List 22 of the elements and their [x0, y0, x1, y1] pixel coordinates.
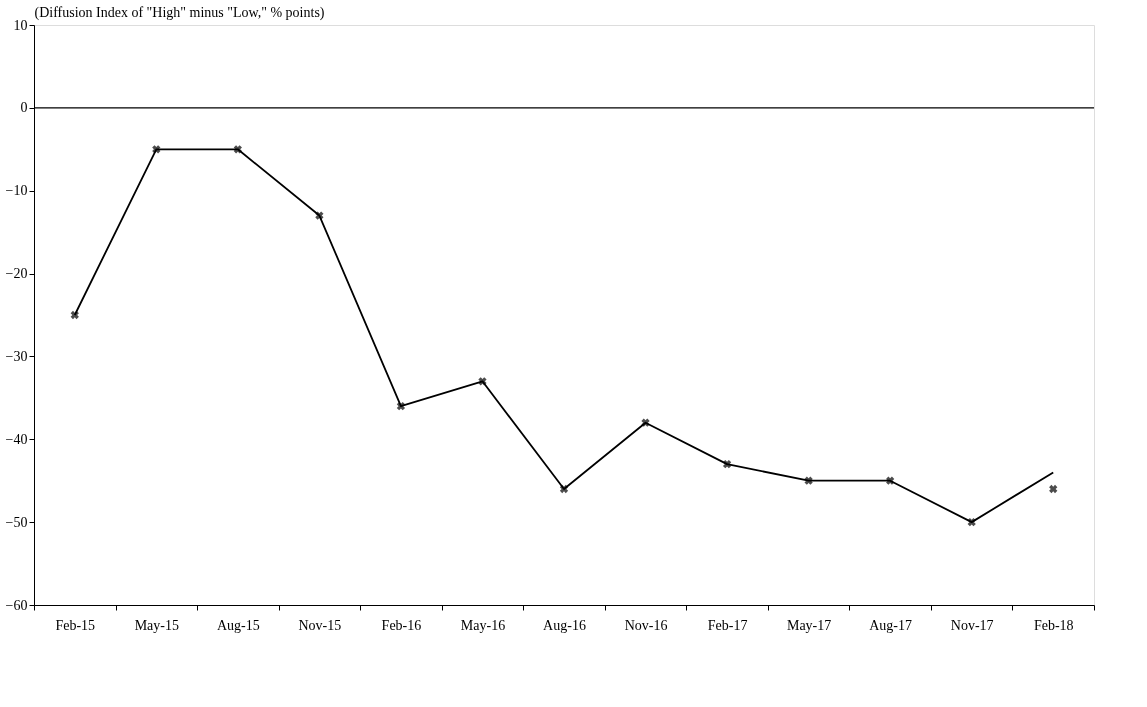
x-tick-label: Feb-16: [381, 617, 422, 633]
y-tick-label: −40: [5, 431, 28, 447]
y-tick-label: 0: [20, 100, 28, 116]
y-tick-label: −10: [5, 183, 28, 199]
x-tick-label: May-16: [460, 617, 506, 633]
x-tick-label: Aug-15: [216, 617, 260, 633]
x-tick-label: Nov-16: [624, 617, 668, 633]
y-tick-label: 10: [13, 17, 28, 33]
y-axis-title: (Diffusion Index of "High" minus "Low," % points): [34, 4, 325, 21]
x-tick-label: Nov-15: [298, 617, 342, 633]
x-tick-label: Nov-17: [950, 617, 994, 633]
x-tick-label: Feb-15: [55, 617, 96, 633]
y-tick-label: −20: [5, 266, 28, 282]
y-tick-label: −50: [5, 514, 28, 530]
y-tick-label: −60: [5, 597, 28, 613]
y-tick-label: −30: [5, 348, 28, 364]
x-tick-label: May-17: [786, 617, 832, 633]
x-tick-label: May-15: [134, 617, 179, 633]
x-tick-label: Aug-16: [543, 617, 586, 633]
x-tick-label: Aug-17: [869, 617, 913, 633]
x-tick-label: Feb-17: [707, 617, 748, 633]
x-tick-label: Feb-18: [1033, 617, 1074, 633]
